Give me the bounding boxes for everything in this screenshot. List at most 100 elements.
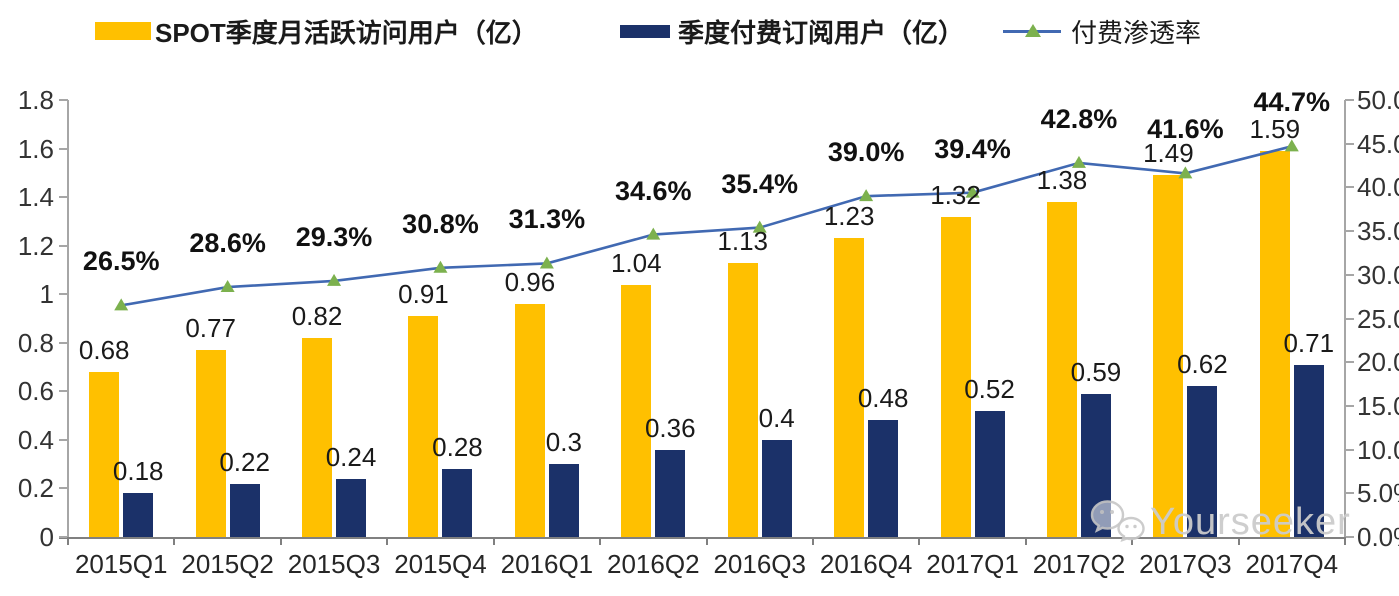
x-tick-label: 2016Q4 [819,549,913,579]
x-tick [1344,537,1346,545]
legend-label-mau: SPOT季度月活跃访问用户（亿） [155,17,538,48]
y-tick-label-right: 40.0% [1357,172,1399,203]
bar-mau [514,303,545,537]
y-tick-left [59,293,68,296]
bar-label-subscribers: 0.48 [857,383,909,414]
penetration-marker-icon [433,260,448,273]
y-tick-right [1345,317,1354,320]
y-tick-label-right: 25.0% [1357,303,1399,334]
bar-subscribers [548,464,579,537]
y-tick-left [59,147,68,150]
bar-subscribers [761,439,792,537]
x-tick-label: 2016Q1 [500,549,594,579]
bar-label-subscribers: 0.18 [112,456,164,487]
y-tick-left [59,196,68,199]
y-tick-label-left: 1.4 [17,182,54,213]
bar-label-mau: 1.38 [1036,164,1088,195]
y-tick-right [1345,273,1354,276]
x-tick-label: 2015Q1 [74,549,168,579]
y-tick-right [1345,361,1354,364]
x-tick [492,537,495,545]
bar-label-mau: 0.91 [398,279,449,310]
bar-label-mau: 1.04 [610,247,662,278]
y-tick-right [1345,142,1354,145]
penetration-marker-icon [646,227,661,240]
x-tick [918,537,921,545]
bar-label-subscribers: 0.52 [964,373,1015,404]
penetration-marker-icon [327,273,342,286]
bar-subscribers [123,493,154,537]
bar-label-subscribers: 0.71 [1283,327,1335,358]
y-tick-label-left: 0 [39,522,54,552]
y-tick-label-left: 0.8 [17,327,54,358]
bar-subscribers [655,449,686,537]
bar-label-mau: 1.23 [823,201,875,232]
x-axis [59,537,1346,539]
x-tick-label: 2017Q3 [1139,549,1232,579]
bar-label-subscribers: 0.3 [545,427,582,458]
x-tick [599,537,602,545]
line-point-label: 35.4% [721,168,798,199]
y-tick-label-right: 15.0% [1357,390,1399,421]
y-tick-right [1345,448,1354,451]
x-tick [811,537,814,545]
bar-label-subscribers: 0.4 [758,402,795,433]
y-tick-right [1345,99,1354,101]
x-tick [1024,537,1027,545]
x-tick [386,537,389,545]
x-tick-label: 2017Q1 [926,549,1019,579]
y-tick-left [59,390,68,393]
bar-label-mau: 1.32 [930,179,981,210]
y-tick-left [59,99,68,101]
y-tick-label-left: 0.2 [17,473,54,504]
bar-subscribers [1293,364,1324,537]
line-point-label: 44.7% [1253,87,1331,118]
y-tick-right [1345,536,1354,538]
x-tick-label: 2015Q4 [394,549,487,579]
bar-subscribers [442,469,473,537]
y-tick-label-right: 50.0% [1357,85,1399,115]
legend-swatch-mau [95,22,151,40]
y-axis-left [67,100,69,537]
x-tick [1237,537,1240,545]
x-tick-label: 2015Q3 [287,549,381,579]
x-tick-label: 2017Q4 [1245,549,1339,579]
y-tick-label-right: 0.0% [1357,522,1399,552]
bar-label-mau: 1.59 [1249,113,1301,144]
x-tick [173,537,176,545]
y-tick-right [1345,492,1354,495]
bar-label-subscribers: 0.59 [1070,356,1122,387]
penetration-marker-icon [859,189,874,202]
y-tick-left [59,536,68,538]
bar-label-subscribers: 0.62 [1177,349,1228,380]
bar-label-mau: 0.77 [185,313,236,344]
y-tick-label-right: 20.0% [1357,347,1399,378]
bar-mau [408,316,439,537]
penetration-marker-icon [220,280,235,293]
bar-subscribers [336,478,367,537]
y-tick-left [59,341,68,344]
y-tick-label-right: 45.0% [1357,128,1399,159]
bar-mau [195,350,226,537]
y-tick-right [1345,186,1354,189]
x-tick-label: 2017Q2 [1032,549,1126,579]
bar-label-subscribers: 0.28 [432,432,483,463]
line-point-label: 42.8% [1040,103,1118,134]
y-tick-label-right: 5.0% [1357,478,1399,509]
y-tick-left [59,244,68,247]
bar-label-subscribers: 0.22 [219,446,270,477]
x-tick-label: 2015Q2 [181,549,274,579]
y-tick-label-left: 1.6 [17,133,54,164]
legend-item-mau: SPOT季度月活跃访问用户（亿） [95,14,538,48]
bar-subscribers [229,483,260,537]
bar-label-mau: 0.82 [291,300,343,331]
bar-subscribers [974,410,1005,537]
x-tick [1131,537,1134,545]
legend-label-subscribers: 季度付费订阅用户（亿） [678,17,965,48]
bar-mau [621,284,652,537]
legend-item-penetration: 付费渗透率 [1003,14,1201,48]
penetration-marker-icon [114,298,129,311]
bar-subscribers [868,420,899,537]
bar-subscribers [1187,386,1218,537]
